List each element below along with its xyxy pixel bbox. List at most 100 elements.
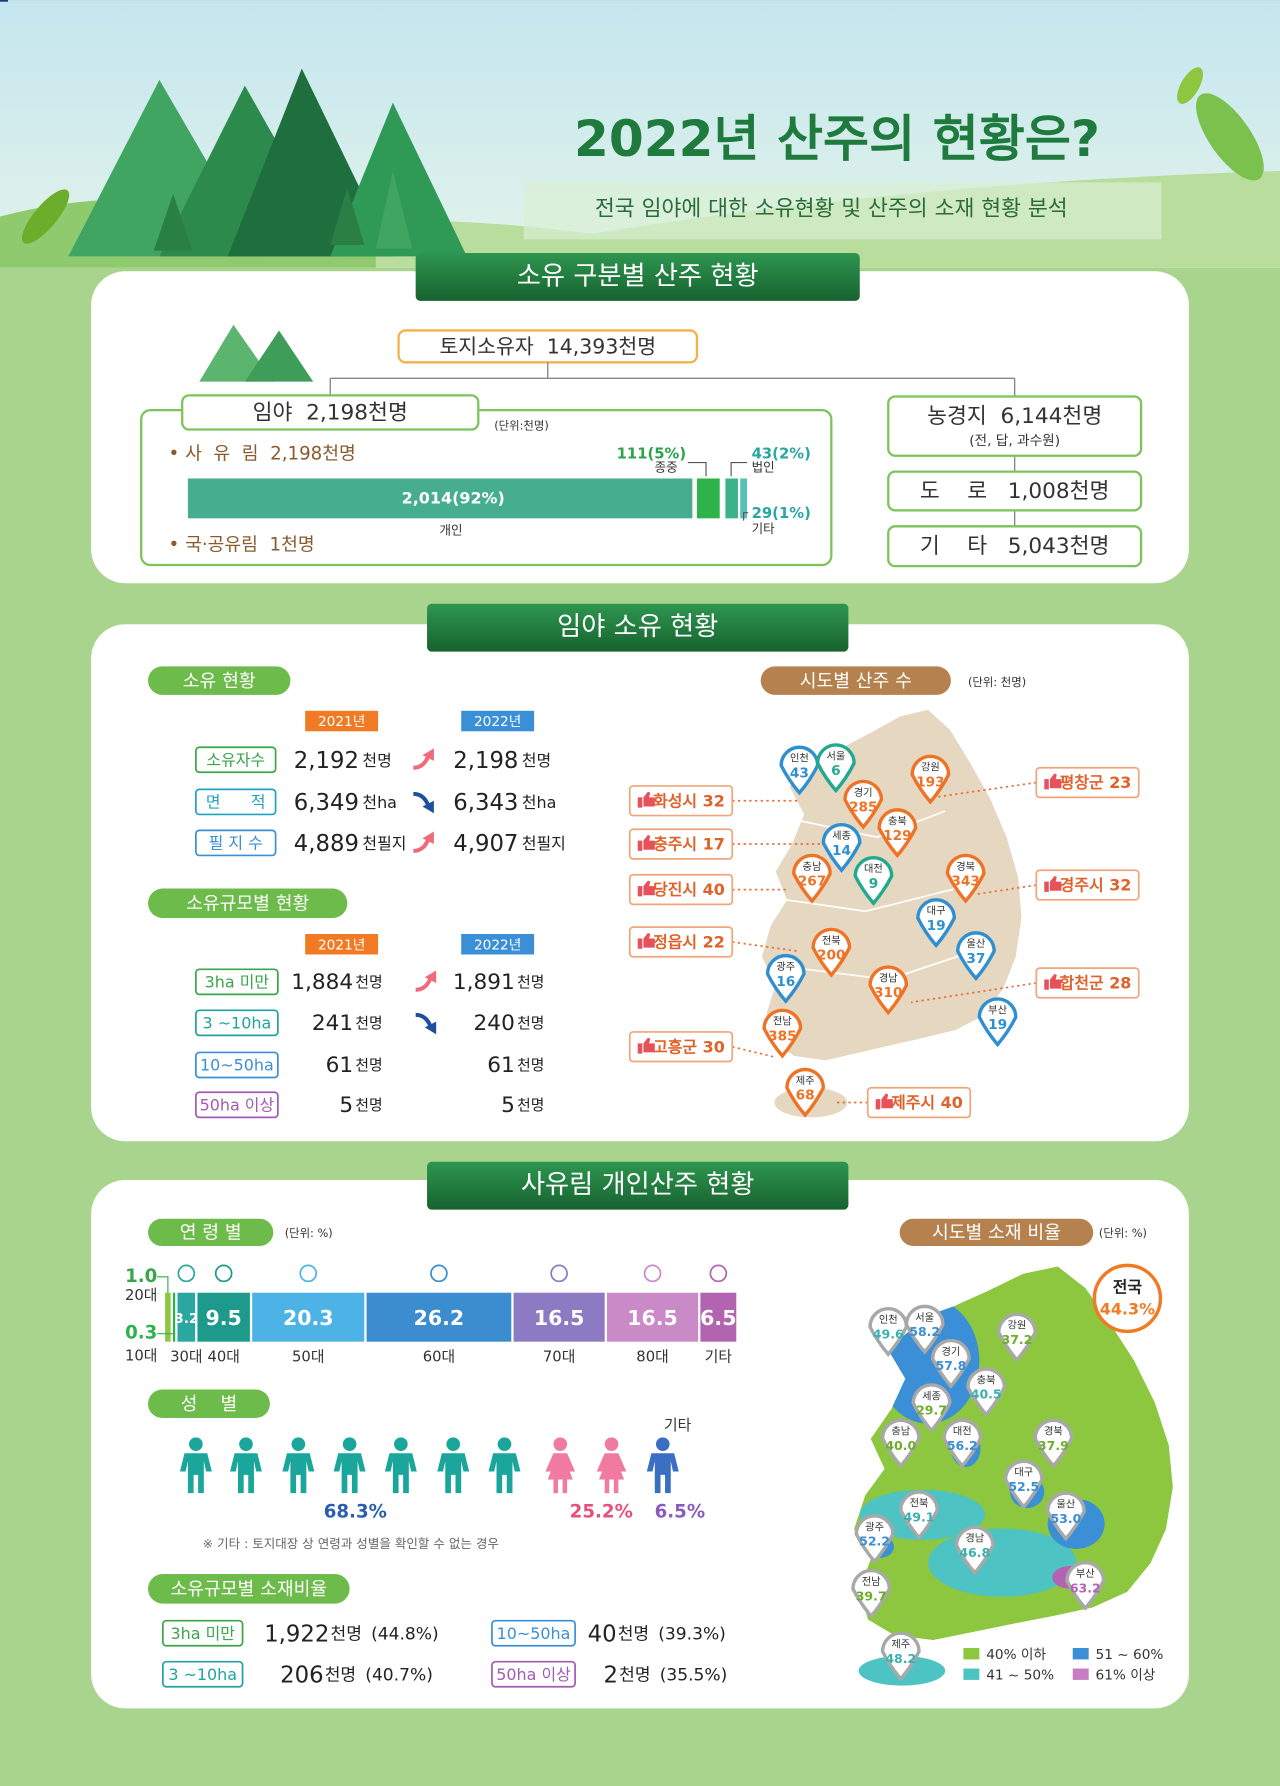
ratio-value-part: 40: [588, 1621, 617, 1647]
age-group: 30대: [170, 1349, 202, 1366]
region-name: 전남: [862, 1576, 881, 1588]
age-bar: [177, 1292, 196, 1342]
ratio-value: 1,922천명 (44.8%): [264, 1621, 438, 1647]
value-2021-part: 천명: [355, 1097, 382, 1114]
ratio-value: 206천명 (40.7%): [280, 1662, 433, 1688]
callout-box: [628, 873, 734, 906]
region-name: 서울: [826, 750, 845, 762]
region-name: 대전: [864, 863, 883, 875]
map-pin: [956, 931, 996, 982]
value-2021-part: 2,192: [294, 747, 359, 773]
legend-swatch: [1072, 1668, 1089, 1680]
person-icon: [709, 1264, 728, 1283]
year-tag: [305, 933, 379, 955]
national-label: 전국: [1113, 1278, 1143, 1297]
value-2022: 4,907 천필지: [453, 831, 566, 857]
trend-icon: [415, 970, 437, 992]
map-pin: [765, 954, 806, 1004]
region-name: 전북: [910, 1497, 929, 1509]
region-value: 39.7: [856, 1588, 887, 1603]
region-name: 광주: [865, 1521, 884, 1533]
age-group: 70대: [543, 1349, 575, 1366]
row-label: 면 적: [206, 793, 266, 812]
trend-down: [413, 791, 431, 807]
value-2022: 1,891 천명: [453, 970, 544, 995]
ratio-value-part: 천명: [325, 1665, 356, 1685]
value-2021-part: 61: [326, 1053, 354, 1078]
region-name: 경북: [956, 860, 975, 873]
map-pin: [916, 898, 957, 949]
map-pin: [792, 853, 832, 904]
legend-label: 40% 이하: [986, 1647, 1046, 1663]
region-value: 16: [776, 974, 795, 990]
thumb-icon: [637, 880, 655, 897]
section-title: 성 별: [181, 1394, 238, 1415]
region-name: 전북: [822, 935, 841, 947]
year: 2021년: [318, 937, 365, 953]
region-value: 193: [916, 775, 945, 791]
region-name: 경남: [879, 971, 898, 984]
region-name: 전남: [773, 1016, 792, 1028]
region-value: 19: [927, 918, 946, 934]
trend-icon: [413, 791, 434, 814]
callout-box: [866, 1086, 972, 1119]
gender-value: 25.2%: [570, 1502, 633, 1523]
value-2021-part: 5: [339, 1093, 353, 1118]
ratio-value-part: 천명: [619, 1665, 650, 1685]
region-value: 285: [849, 800, 878, 816]
region-value: 310: [874, 985, 903, 1001]
age-value: 16.5: [627, 1306, 678, 1330]
value-2022-part: 천ha: [522, 793, 557, 812]
region-value: 40.0: [885, 1438, 916, 1453]
section-title-pill: [148, 1218, 274, 1247]
national-value: 44.3%: [1100, 1299, 1155, 1318]
region-value: 52.5: [1008, 1479, 1039, 1494]
map-title-pill: [899, 1218, 1094, 1247]
map-title: 시도별 소재 비율: [932, 1222, 1061, 1243]
region-name: 서울: [915, 1312, 934, 1324]
value-2022: 5 천명: [501, 1093, 544, 1118]
region-value: 385: [768, 1028, 797, 1044]
age-value: 9.5: [206, 1306, 242, 1330]
ratio-value-part: 천명: [618, 1624, 649, 1644]
row-label-box: [195, 1091, 279, 1119]
value-2021-part: 천ha: [362, 793, 397, 812]
region-value: 40.5: [971, 1387, 1002, 1402]
banner-text: 사유림 개인산주 현황: [521, 1170, 754, 1200]
row-label: 10~50ha: [200, 1056, 274, 1075]
tree: [330, 188, 365, 246]
ratio-value-part: (39.3%): [658, 1624, 726, 1644]
row-label: 10~50ha: [497, 1624, 571, 1643]
year: 2022년: [474, 937, 521, 953]
row-label-box: [195, 1051, 279, 1079]
thumb-icon: [1044, 973, 1062, 990]
legend-label: 51 ~ 60%: [1096, 1647, 1164, 1663]
pointer: [687, 461, 749, 521]
clan-label: 종중: [655, 460, 678, 475]
region-value: 19: [988, 1017, 1007, 1033]
ratio-value-part: (35.5%): [660, 1665, 728, 1685]
banner: [427, 1161, 849, 1210]
subtitle: 전국 임야에 대한 소유현황 및 산주의 소재 현황 분석: [595, 197, 1068, 222]
age-bar: [700, 1292, 737, 1342]
leaf: [1196, 93, 1264, 181]
trend-up-head: [422, 831, 434, 845]
callout: 제주시 40: [891, 1093, 963, 1112]
total: 토지소유자 14,393천명: [439, 335, 656, 359]
thumb-icon: [1044, 773, 1062, 790]
region-value: 48.2: [885, 1651, 916, 1666]
age-group: 50대: [292, 1349, 324, 1366]
person-icon: [430, 1264, 448, 1283]
subtitle-band: [523, 182, 1162, 240]
section-title-pill: [148, 1573, 350, 1604]
value-2022-part: 천명: [517, 1097, 544, 1114]
callout-box: [1035, 869, 1140, 901]
callout-box: [628, 926, 734, 958]
row-label: 소유자수: [206, 750, 265, 769]
region-value: 29.7: [916, 1403, 947, 1418]
ratio-value-part: (40.7%): [365, 1665, 433, 1685]
age-value: 16.5: [534, 1306, 585, 1330]
value-2021-part: 천명: [355, 1057, 382, 1074]
map-pin: [899, 1490, 939, 1541]
